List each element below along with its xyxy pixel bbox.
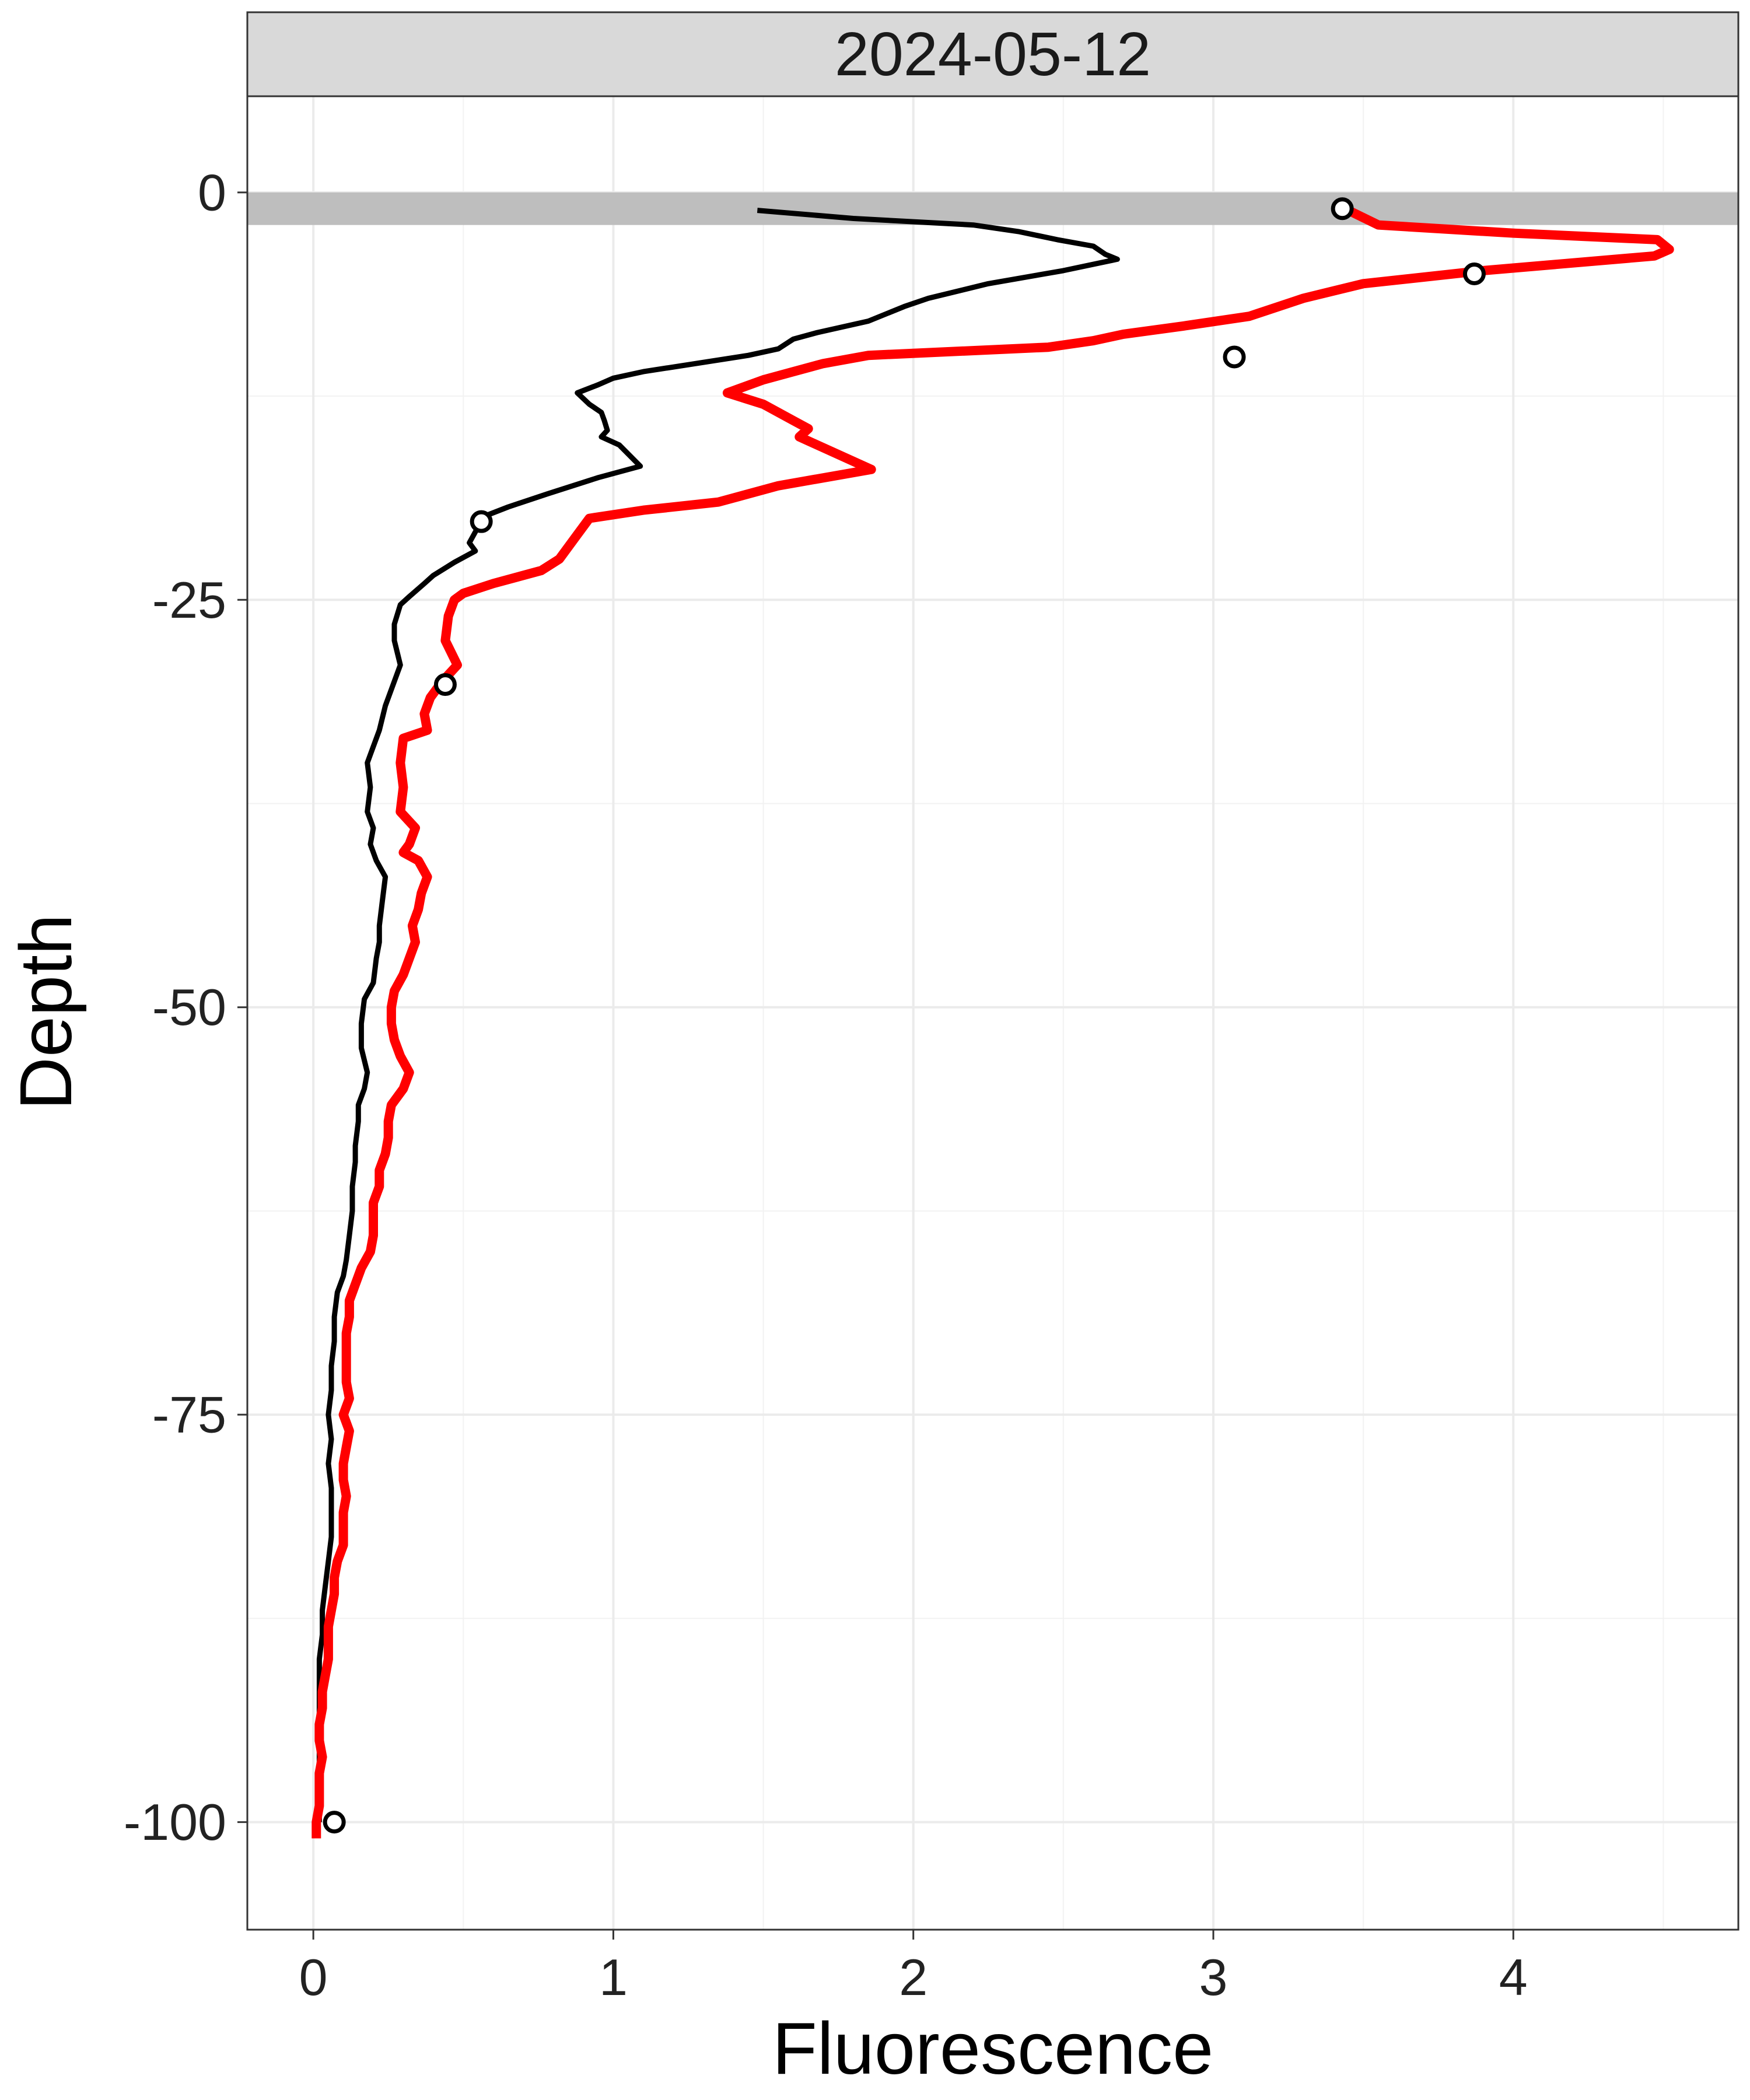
sample-point xyxy=(433,673,457,696)
surface-band xyxy=(247,192,1738,225)
y-axis-title: Depth xyxy=(5,914,87,1110)
y-tick-label: 0 xyxy=(198,163,226,221)
facet-strip xyxy=(246,11,1740,97)
plot-panel xyxy=(247,96,1738,1930)
surface-band-layer xyxy=(247,192,1738,225)
x-axis-title: Fluorescence xyxy=(772,2007,1213,2090)
sample-point xyxy=(323,1811,346,1834)
profile-line-2 xyxy=(312,206,1674,1839)
y-tick-label: -25 xyxy=(152,571,226,629)
y-axis: 0 -25 -50 -75 -100 xyxy=(124,163,247,1851)
x-tick-label: 2 xyxy=(899,1948,928,2006)
x-tick-label: 3 xyxy=(1199,1948,1228,2006)
profile-line-1 xyxy=(316,208,1120,1822)
marker-layer xyxy=(323,197,1486,1834)
y-tick-label: -50 xyxy=(152,978,226,1036)
series-layer xyxy=(312,206,1674,1839)
sample-point xyxy=(1462,262,1486,286)
sample-point xyxy=(1223,345,1246,369)
sample-point xyxy=(470,510,493,533)
plot-panel-border xyxy=(246,95,1740,1931)
x-tick-label: 0 xyxy=(299,1948,328,2006)
facet-strip-label: 2024-05-12 xyxy=(835,20,1151,89)
y-tick-label: -75 xyxy=(152,1386,226,1444)
x-axis: 0 1 2 3 4 xyxy=(299,1930,1528,2006)
x-tick-label: 1 xyxy=(599,1948,628,2006)
sample-point xyxy=(1331,197,1354,220)
y-tick-label: -100 xyxy=(124,1793,226,1851)
x-tick-label: 4 xyxy=(1499,1948,1528,2006)
